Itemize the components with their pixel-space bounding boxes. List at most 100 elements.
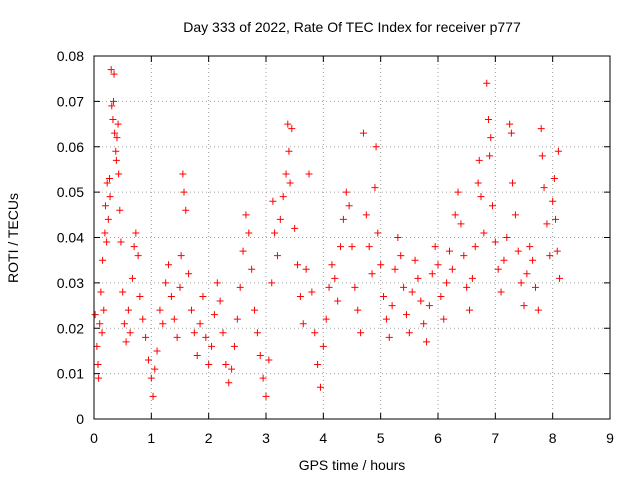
plot-frame bbox=[93, 55, 611, 420]
data-point bbox=[265, 356, 273, 364]
data-point bbox=[339, 215, 347, 223]
data-point bbox=[372, 143, 380, 151]
data-point bbox=[115, 170, 123, 178]
data-point bbox=[423, 338, 431, 346]
data-point bbox=[434, 261, 442, 269]
data-point bbox=[190, 329, 198, 337]
data-point bbox=[331, 274, 339, 282]
data-point bbox=[549, 197, 557, 205]
data-point bbox=[262, 392, 270, 400]
data-point bbox=[540, 184, 548, 192]
data-point bbox=[219, 329, 227, 337]
data-point bbox=[483, 79, 491, 87]
data-point bbox=[108, 102, 116, 110]
data-point bbox=[394, 234, 402, 241]
data-point bbox=[391, 265, 399, 273]
data-point bbox=[228, 365, 236, 373]
data-point bbox=[368, 270, 376, 278]
data-point bbox=[425, 302, 433, 310]
data-point bbox=[259, 374, 267, 382]
data-point bbox=[311, 329, 319, 337]
data-point bbox=[448, 265, 456, 273]
data-point bbox=[149, 392, 157, 400]
data-point bbox=[144, 356, 152, 364]
data-point bbox=[414, 274, 422, 282]
data-point bbox=[308, 288, 316, 296]
data-point bbox=[537, 125, 545, 133]
axis-ticks bbox=[93, 55, 611, 420]
data-point bbox=[147, 374, 155, 382]
data-point bbox=[165, 261, 173, 269]
data-point bbox=[503, 234, 511, 241]
data-point bbox=[233, 315, 241, 323]
data-point bbox=[273, 252, 281, 260]
data-point bbox=[546, 252, 554, 260]
x-tick-label: 9 bbox=[606, 430, 614, 446]
data-point bbox=[463, 283, 471, 291]
data-point bbox=[177, 252, 185, 260]
x-tick-label: 0 bbox=[90, 430, 98, 446]
data-point bbox=[126, 329, 134, 337]
data-point bbox=[328, 261, 336, 269]
data-point bbox=[100, 306, 108, 314]
data-point bbox=[193, 351, 201, 359]
data-point bbox=[374, 229, 382, 237]
data-point bbox=[156, 306, 164, 314]
data-point bbox=[443, 279, 451, 287]
data-point bbox=[182, 206, 190, 214]
data-point bbox=[517, 279, 525, 287]
y-tick-label: 0.05 bbox=[57, 184, 84, 200]
data-point bbox=[514, 247, 522, 255]
data-point bbox=[239, 247, 247, 255]
data-point bbox=[526, 243, 534, 251]
x-tick-label: 4 bbox=[319, 430, 327, 446]
data-point bbox=[95, 374, 103, 382]
data-point bbox=[345, 202, 353, 210]
data-point bbox=[477, 193, 485, 201]
data-point bbox=[271, 229, 279, 237]
data-point bbox=[242, 211, 250, 219]
data-point bbox=[96, 320, 104, 328]
data-point bbox=[497, 288, 505, 296]
data-point bbox=[380, 292, 388, 300]
x-tick-label: 2 bbox=[205, 430, 213, 446]
data-point bbox=[529, 256, 537, 264]
data-point bbox=[91, 311, 99, 319]
data-point bbox=[302, 265, 310, 273]
data-point bbox=[357, 329, 365, 337]
data-point bbox=[543, 220, 551, 228]
data-point bbox=[120, 320, 128, 328]
data-point bbox=[99, 256, 107, 264]
x-axis-label: GPS time / hours bbox=[299, 457, 406, 473]
data-point bbox=[112, 147, 120, 155]
data-point bbox=[101, 229, 109, 237]
data-point bbox=[130, 243, 138, 251]
data-point bbox=[196, 320, 204, 328]
data-point bbox=[256, 351, 264, 359]
data-point bbox=[109, 97, 117, 105]
data-point bbox=[451, 211, 459, 219]
data-point bbox=[305, 170, 313, 178]
data-point bbox=[153, 347, 161, 355]
data-point bbox=[487, 134, 495, 142]
data-point bbox=[173, 333, 181, 341]
data-point bbox=[128, 274, 136, 282]
data-point bbox=[334, 297, 342, 305]
data-point bbox=[279, 193, 287, 201]
data-point bbox=[494, 265, 502, 273]
data-point bbox=[122, 338, 130, 346]
data-point bbox=[520, 302, 528, 310]
x-tick-label: 6 bbox=[434, 430, 442, 446]
data-point bbox=[550, 175, 558, 183]
data-point bbox=[457, 220, 465, 228]
data-point bbox=[107, 66, 115, 74]
data-point bbox=[210, 311, 218, 319]
data-point bbox=[116, 206, 124, 214]
x-tick-label: 7 bbox=[491, 430, 499, 446]
data-point bbox=[167, 292, 175, 300]
data-point bbox=[111, 129, 119, 137]
data-point bbox=[276, 215, 284, 223]
data-point bbox=[553, 247, 561, 255]
data-point bbox=[202, 333, 210, 341]
data-point bbox=[282, 170, 290, 178]
